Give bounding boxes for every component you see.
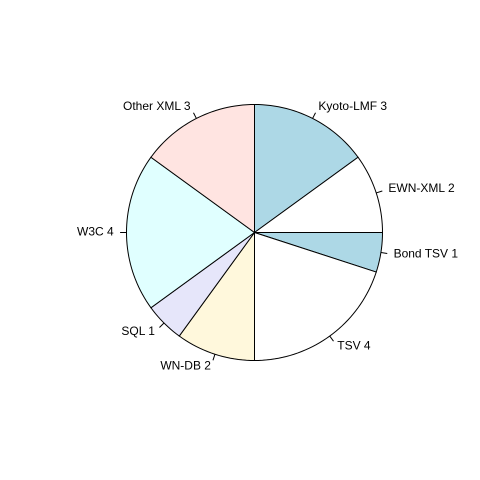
pie-slice-label-3: Bond TSV 1 — [394, 247, 459, 261]
pie-slice-label-6: SQL 1 — [121, 324, 155, 338]
pie-tick-8 — [193, 112, 197, 119]
pie-slice-label-8: Other XML 3 — [123, 99, 191, 113]
pie-slice-label-4: TSV 4 — [337, 339, 371, 353]
pie-slice-label-5: WN-DB 2 — [160, 359, 211, 373]
pie-label-ticks — [120, 112, 388, 361]
pie-tick-6 — [159, 322, 165, 328]
pie-tick-1 — [312, 112, 316, 119]
pie-tick-5 — [212, 354, 216, 361]
pie-tick-4 — [329, 335, 334, 342]
pie-slice-label-2: EWN-XML 2 — [388, 181, 455, 195]
pie-slices — [125, 103, 384, 362]
pie-slice-label-7: W3C 4 — [77, 225, 114, 239]
pie-slice-8 — [150, 103, 255, 234]
pie-labels: Kyoto-LMF 3 EWN-XML 2 Bond TSV 1 TSV 4 WN-DB… — [77, 99, 458, 372]
pie-tick-2 — [376, 190, 383, 194]
pie-slice-label-1: Kyoto-LMF 3 — [318, 99, 387, 113]
pie-slice-6 — [150, 232, 255, 337]
pie-tick-3 — [380, 252, 388, 255]
